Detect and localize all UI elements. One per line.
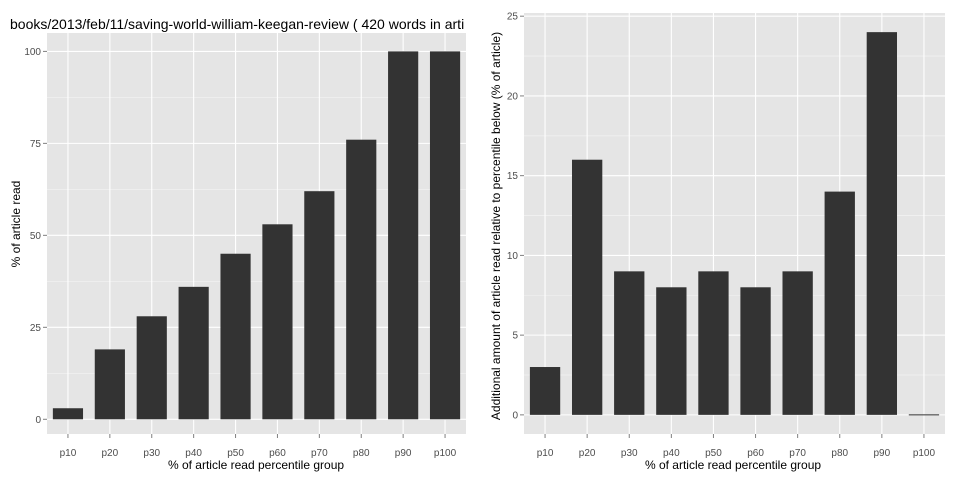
left-y-tick-label: 100 [24, 47, 41, 58]
left-chart-title: books/2013/feb/11/saving-world-william-k… [10, 16, 464, 32]
right-x-tick-label: p100 [913, 448, 936, 459]
right-chart-panel: 0 5 10 15 20 25 p10 p20 p30 p40 p50 p60 p70 p80 p90 p10… [489, 12, 945, 472]
right-x-tick-label: p20 [579, 448, 596, 459]
right-x-tick-label: p60 [747, 448, 764, 459]
right-y-tick-label: 25 [507, 12, 519, 23]
right-bar-p40 [656, 287, 687, 415]
right-x-tick-label: p40 [663, 448, 680, 459]
left-bar-p30 [136, 316, 167, 420]
right-x-tick-label: p90 [874, 448, 891, 459]
right-bar-p20 [571, 159, 603, 415]
right-y-tick-label: 0 [512, 410, 518, 421]
left-x-tick-label: p20 [102, 448, 119, 459]
left-x-tick-label: p90 [395, 448, 412, 459]
right-x-tick-label: p30 [621, 448, 638, 459]
left-x-tick-label: p50 [227, 448, 244, 459]
right-bar-p60 [740, 287, 771, 415]
right-y-tick-label: 15 [507, 171, 519, 182]
left-bar-p70 [304, 191, 335, 420]
left-bar-p50 [220, 253, 251, 420]
left-bar-p90 [388, 51, 419, 420]
left-y-tick-label: 0 [35, 415, 41, 426]
left-y-tick-label: 50 [30, 231, 42, 242]
left-y-tick-label: 75 [30, 139, 42, 150]
left-bar-p80 [346, 139, 377, 420]
right-y-axis-title: Additional amount of article read relati… [489, 32, 503, 420]
left-bar-p100 [429, 51, 461, 420]
left-y-axis-title: % of article read [9, 181, 23, 268]
right-bar-p10 [529, 367, 561, 415]
left-x-tick-label: p70 [311, 448, 328, 459]
right-x-tick-label: p80 [831, 448, 848, 459]
right-x-tick-label: p70 [789, 448, 806, 459]
right-y-tick-label: 20 [507, 91, 519, 102]
left-chart-panel: 0 25 50 75 100 p10 p20 p30 p40 p50 p60 p70 p80 p90 p10… [9, 16, 466, 472]
left-x-tick-label: p80 [353, 448, 370, 459]
left-x-axis-title: % of article read percentile group [168, 458, 344, 472]
right-bar-p100 [908, 414, 940, 416]
right-y-tick-label: 10 [507, 251, 519, 262]
right-y-tick-label: 5 [512, 331, 518, 342]
right-x-tick-label: p50 [705, 448, 722, 459]
right-bar-p80 [824, 191, 855, 415]
left-bar-p10 [52, 408, 84, 420]
left-y-tick-label: 25 [30, 323, 42, 334]
left-x-tick-label: p60 [269, 448, 286, 459]
left-bar-p40 [178, 286, 209, 420]
left-x-tick-label: p40 [185, 448, 202, 459]
left-bar-p60 [262, 224, 293, 420]
left-plot-area: 0 25 50 75 100 p10 p20 p30 p40 p50 p60 p70 p80 p90 p10… [24, 33, 466, 459]
right-bar-p50 [698, 271, 729, 415]
right-bar-p30 [614, 271, 645, 415]
right-x-tick-label: p10 [537, 448, 554, 459]
right-x-axis-title: % of article read percentile group [645, 458, 821, 472]
left-x-tick-label: p30 [143, 448, 160, 459]
left-bar-p20 [94, 349, 125, 420]
right-bar-p90 [866, 32, 898, 415]
left-x-tick-label: p100 [434, 448, 457, 459]
right-bar-p70 [782, 271, 813, 415]
right-plot-area: 0 5 10 15 20 25 p10 p20 p30 p40 p50 p60 p70 p80 p90 p10… [507, 12, 945, 459]
left-x-tick-label: p10 [60, 448, 77, 459]
